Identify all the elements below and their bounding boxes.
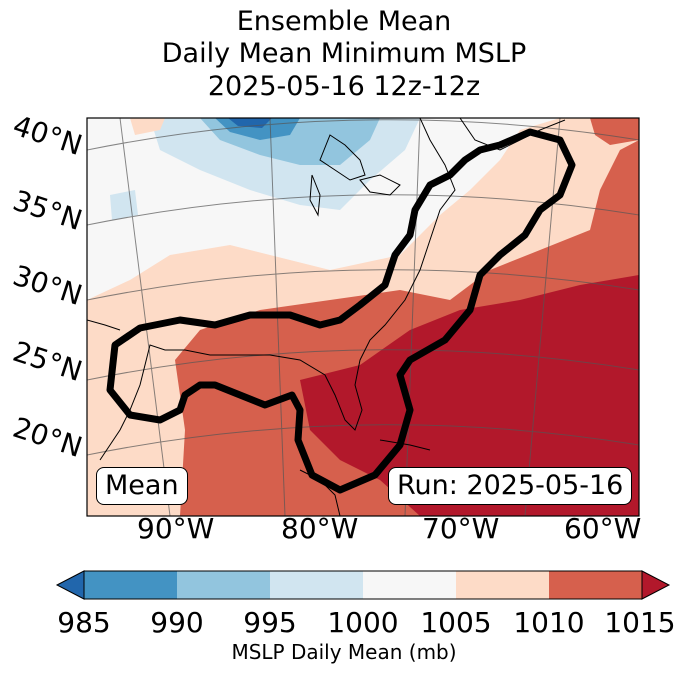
pressure-field-1005-1010-north [130,118,165,135]
colorbar-extend-low [55,570,85,600]
title-line-1: Ensemble Mean [236,6,452,37]
colorbar-bin-1000-1005 [363,571,456,599]
coastlines [87,118,566,516]
colorbar-tick-990: 990 [150,606,204,639]
colorbar [55,570,671,600]
pressure-field-995-1000-patch [110,190,138,220]
colorbar-tick-995: 995 [243,606,297,639]
region-outline [106,128,576,494]
map-frame [86,117,640,517]
colorbar-extend-high [641,570,671,600]
colorbar-tick-1000: 1000 [327,606,399,639]
colorbar-frame [83,570,643,600]
title-line-3: 2025-05-16 12z-12z [207,71,481,102]
title-line-2: Daily Mean Minimum MSLP [161,38,527,69]
colorbar-bin-985-990 [84,571,177,599]
colorbar-tick-1005: 1005 [420,606,492,639]
colorbar-bin-990-995 [177,571,270,599]
colorbar-tick-985: 985 [57,606,111,639]
lon-label-70w: 70°W [422,512,500,545]
colorbar-bin-1010-1015 [549,571,642,599]
colorbar-bin-995-1000 [270,571,363,599]
lon-label-60w: 60°W [564,512,642,545]
colorbar-bin-1005-1010 [456,571,549,599]
colorbar-tick-1010: 1010 [513,606,585,639]
colorbar-label: MSLP Daily Mean (mb) [231,640,457,664]
lon-label-90w: 90°W [137,512,215,545]
lon-label-80w: 80°W [281,512,359,545]
graticule [87,118,639,516]
pressure-field-above-1015 [300,275,639,516]
colorbar-tick-1015: 1015 [604,606,676,639]
run-label: Run: 2025-05-16 [388,467,633,505]
mean-label: Mean [96,467,188,505]
